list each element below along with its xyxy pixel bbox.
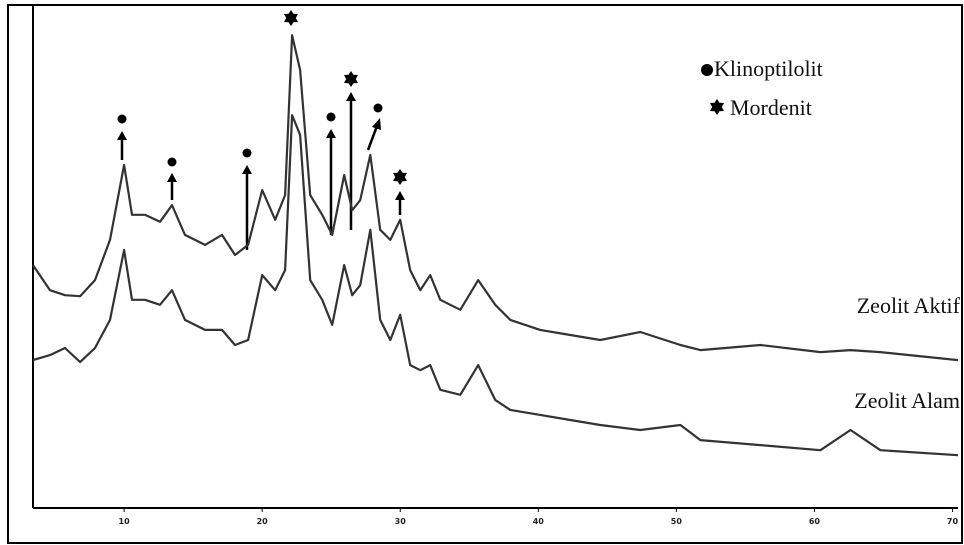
x-tick-label: 70 xyxy=(947,517,959,526)
frame xyxy=(7,4,963,544)
legend-label: Mordenit xyxy=(730,95,812,120)
x-tick-label: 30 xyxy=(395,517,407,526)
series-line xyxy=(32,34,959,362)
legend-label: Klinoptilolit xyxy=(714,56,823,81)
x-tick-label: 50 xyxy=(671,517,683,526)
series-label: Zeolit Aktif xyxy=(857,293,961,318)
x-tick-label: 40 xyxy=(533,517,545,526)
x-tick-label: 10 xyxy=(119,517,131,526)
x-tick-label: 20 xyxy=(257,517,269,526)
series-line xyxy=(32,114,959,457)
series-label: Zeolit Alam xyxy=(854,388,960,413)
peak-markers xyxy=(117,10,724,250)
x-tick-label: 60 xyxy=(809,517,821,526)
